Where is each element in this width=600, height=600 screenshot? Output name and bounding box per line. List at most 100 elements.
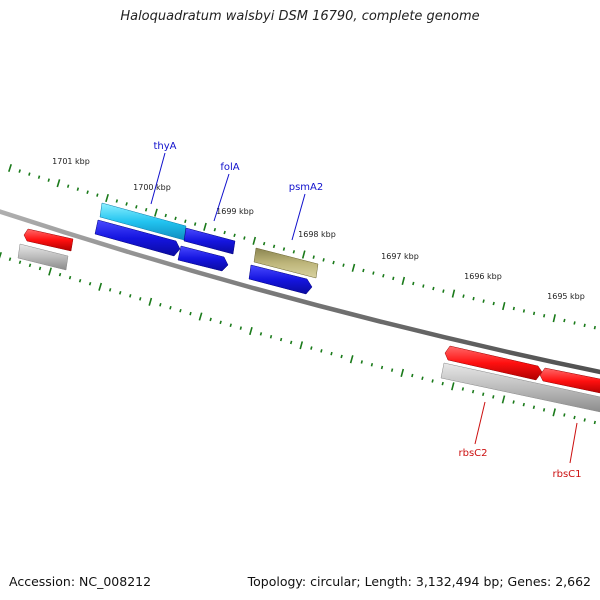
kbp-tick-outer-minor (184, 219, 187, 224)
kbp-tick-outer-minor (37, 175, 41, 179)
folA-gene-arrow (177, 245, 229, 272)
kbp-tick-outer-major (502, 302, 506, 311)
accession-text: Accession: NC_008212 (9, 574, 152, 589)
kbp-tick-inner-minor (139, 297, 142, 301)
kbp-tick-outer-minor (233, 233, 236, 238)
kbp-label: 1697 kbp (381, 252, 419, 261)
kbp-tick-inner-minor (289, 340, 293, 345)
kbp-tick-inner-minor (512, 400, 515, 404)
rrna-feature-left (23, 228, 74, 252)
kbp-tick-outer-minor (28, 172, 31, 176)
rbsC1-leader-line (569, 422, 578, 464)
thyA-leader-line (150, 152, 166, 205)
kbp-tick-outer-minor (432, 286, 435, 291)
kbp-tick-outer-minor (342, 263, 345, 267)
thyA-label: thyA (153, 141, 176, 152)
kbp-tick-inner-minor (310, 346, 313, 350)
psmA2-label: psmA2 (289, 182, 324, 193)
kbp-tick-outer-minor (66, 184, 70, 188)
kbp-tick-inner-minor (370, 363, 374, 367)
kbp-tick-inner-minor (522, 402, 525, 407)
kbp-tick-inner-major (249, 326, 253, 336)
kbp-tick-outer-minor (86, 190, 89, 194)
kbp-tick-outer-minor (193, 222, 197, 226)
kbp-tick-inner-minor (129, 294, 132, 298)
kbp-tick-inner-minor (471, 389, 475, 394)
psmA2-gene-arrow (248, 264, 313, 295)
kbp-tick-inner-minor (360, 360, 363, 364)
kbp-tick-inner-minor (320, 349, 323, 353)
kbp-tick-outer-minor (563, 318, 566, 323)
kbp-tick-outer-major (56, 179, 61, 188)
kbp-label: 1701 kbp (52, 157, 90, 166)
kbp-tick-outer-minor (492, 301, 495, 306)
kbp-tick-inner-minor (269, 335, 273, 339)
folA-leader-line (213, 173, 230, 222)
map-title: Haloquadratum walsbyi DSM 16790, complet… (120, 9, 480, 24)
kbp-tick-outer-minor (174, 216, 177, 221)
kbp-tick-outer-minor (135, 205, 138, 209)
kbp-tick-outer-minor (372, 271, 375, 275)
kbp-tick-inner-minor (239, 326, 242, 330)
kbp-label: 1699 kbp (216, 207, 254, 216)
kbp-tick-outer-minor (422, 284, 425, 288)
kbp-tick-outer-minor (583, 323, 586, 328)
kbp-tick-inner-major (98, 282, 103, 291)
kbp-tick-outer-minor (125, 202, 128, 206)
kbp-tick-inner-major (451, 382, 455, 391)
kbp-tick-outer-major (203, 222, 207, 231)
kbp-tick-outer-minor (532, 311, 536, 316)
kbp-tick-inner-minor (88, 281, 92, 286)
kbp-tick-outer-minor (164, 213, 167, 218)
kbp-tick-inner-minor (118, 291, 122, 295)
rbsC1-rrna-feature (539, 367, 600, 394)
kbp-tick-inner-minor (421, 376, 424, 381)
kbp-tick-outer-minor (522, 309, 526, 313)
kbp-tick-inner-major (0, 251, 2, 259)
kbp-tick-inner-minor (482, 392, 485, 396)
kbp-tick-inner-minor (18, 260, 22, 265)
kbp-tick-outer-minor (115, 199, 119, 203)
kbp-tick-outer-minor (512, 306, 515, 311)
kbp-tick-inner-minor (108, 288, 112, 292)
kbp-tick-outer-minor (322, 258, 325, 262)
kbp-label: 1698 kbp (298, 230, 336, 239)
kbp-tick-outer-major (301, 250, 306, 259)
kbp-tick-inner-minor (492, 395, 495, 399)
kbp-tick-outer-minor (362, 268, 365, 273)
kbp-tick-inner-minor (593, 420, 596, 425)
kbp-tick-outer-minor (292, 250, 296, 254)
kbp-tick-outer-minor (543, 314, 546, 318)
kbp-label: 1695 kbp (547, 292, 585, 301)
kbp-tick-outer-major (552, 314, 556, 323)
kbp-tick-inner-minor (169, 305, 172, 310)
rbsC2-rrna-feature (444, 345, 543, 381)
kbp-tick-inner-minor (68, 275, 72, 280)
kbp-tick-outer-minor (462, 294, 465, 298)
folA-gene-upper (183, 227, 236, 255)
kbp-tick-outer-major (105, 193, 109, 203)
rbsC2-label: rbsC2 (458, 448, 487, 459)
kbp-tick-outer-minor (312, 255, 315, 259)
kbp-tick-inner-minor (411, 373, 414, 378)
kbp-tick-outer-minor (472, 296, 475, 301)
kbp-tick-inner-minor (8, 257, 12, 261)
kbp-tick-inner-minor (189, 311, 192, 316)
psmA2-feature (253, 247, 319, 279)
kbp-scale-labels: 1701 kbp 1700 kbp 1699 kbp 1698 kbp 1697 kbp… (52, 157, 585, 301)
kbp-tick-inner-minor (583, 418, 586, 422)
thyA-gene-arrow (94, 219, 181, 257)
kbp-tick-inner-minor (78, 278, 82, 283)
kbp-tick-inner-minor (542, 408, 546, 412)
kbp-tick-inner-major (198, 312, 203, 321)
kbp-tick-outer-minor (382, 273, 385, 278)
kbp-tick-outer-minor (262, 241, 266, 246)
kbp-tick-inner-minor (573, 415, 576, 420)
rrna-shadow-left (17, 243, 69, 271)
kbp-tick-inner-minor (431, 379, 434, 383)
kbp-tick-outer-minor (272, 244, 276, 249)
rbsC2-leader-line (474, 401, 486, 445)
kbp-tick-inner-major (552, 408, 556, 417)
kbp-label: 1700 kbp (133, 183, 171, 192)
